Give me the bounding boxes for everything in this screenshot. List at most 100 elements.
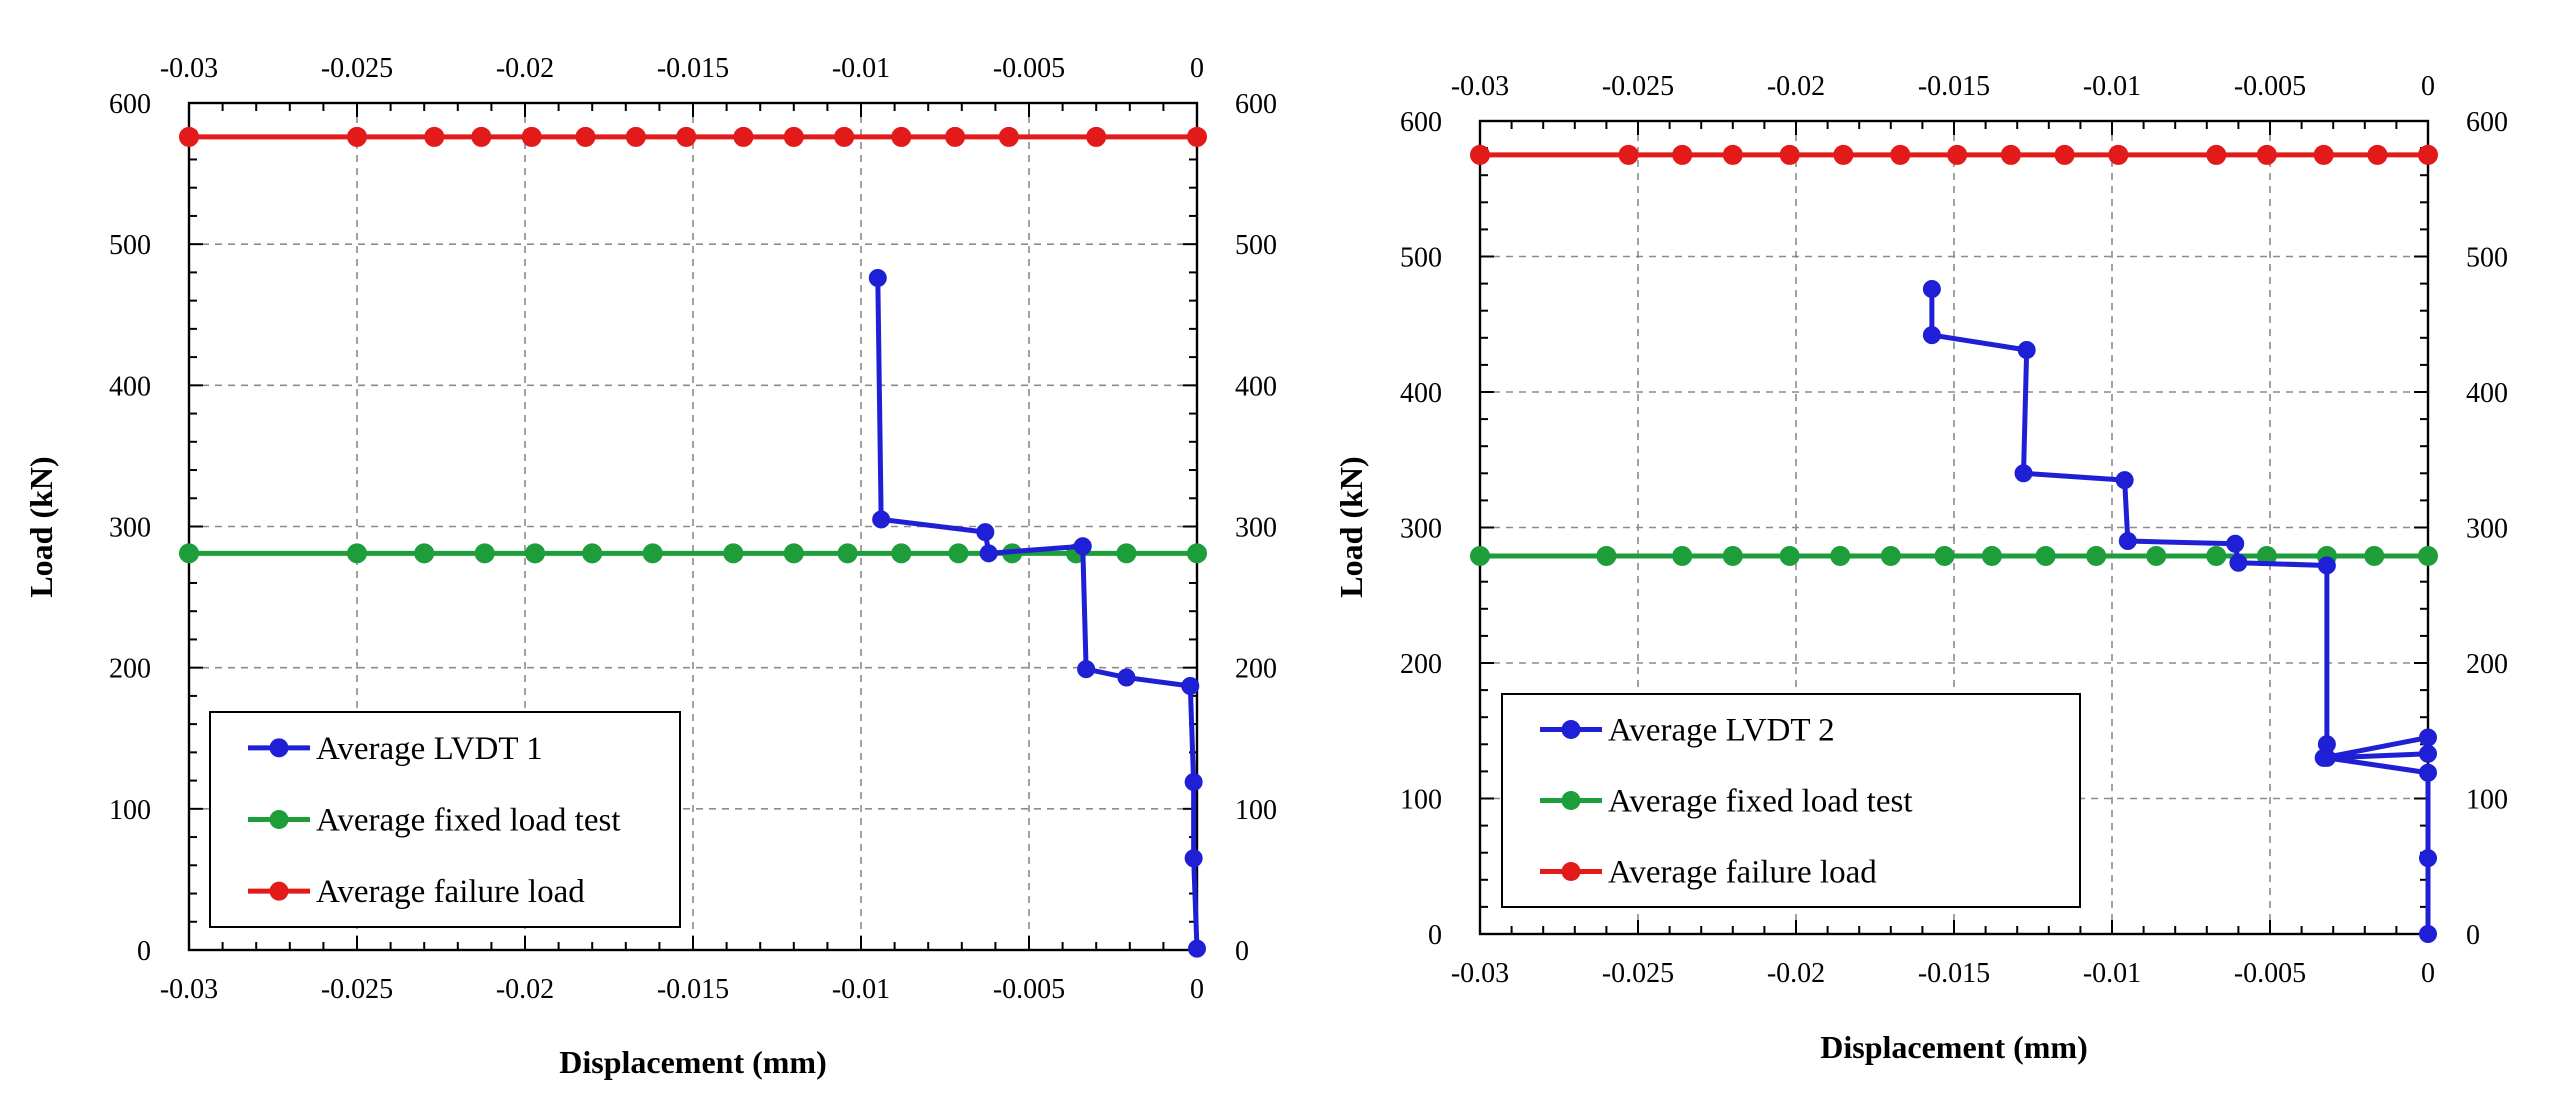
data-point xyxy=(1722,144,1743,165)
legend-swatch-marker xyxy=(1561,862,1581,881)
series-3 xyxy=(1470,144,2438,165)
y-tick-label-right: 200 xyxy=(1235,654,1277,685)
data-point xyxy=(347,543,367,564)
y-tick-label-left: 600 xyxy=(109,89,151,120)
data-point xyxy=(1922,326,1941,345)
data-point xyxy=(868,269,887,288)
data-point xyxy=(891,126,912,147)
data-point xyxy=(2418,545,2438,566)
data-point xyxy=(1187,126,1207,147)
y-tick-label-left: 400 xyxy=(109,371,151,402)
x-tick-label-bottom: 0 xyxy=(2421,958,2435,989)
data-point xyxy=(2364,545,2385,566)
x-tick-label-bottom: -0.02 xyxy=(496,974,554,1005)
chart-1: -0.03 -0.03 -0.025 -0.025 -0.02 -0.02 -0.015 -0… xyxy=(23,53,1277,1080)
data-point xyxy=(474,543,495,564)
x-tick-label-top: -0.01 xyxy=(2083,71,2141,102)
x-tick-label-top: -0.015 xyxy=(657,53,729,84)
data-point xyxy=(2206,144,2227,165)
y-tick-label-right: 500 xyxy=(1235,230,1277,261)
data-point xyxy=(347,126,367,147)
x-tick-label-top: -0.02 xyxy=(1767,71,1825,102)
data-point xyxy=(1981,545,2002,566)
data-point xyxy=(424,126,445,147)
legend-entry-label: Average fixed load test xyxy=(1608,784,1913,820)
legend-entry-label: Average failure load xyxy=(316,874,585,910)
chart-2: -0.03 -0.03 -0.025 -0.025 -0.02 -0.02 -0.015 -0… xyxy=(1333,71,2508,1065)
data-point xyxy=(998,126,1019,147)
data-point xyxy=(1618,144,1639,165)
data-point xyxy=(582,543,603,564)
data-point xyxy=(1116,543,1137,564)
data-point xyxy=(1672,545,1693,566)
x-axis-title: Displacement (mm) xyxy=(1820,1029,2087,1065)
x-tick-label-bottom: 0 xyxy=(1190,974,1204,1005)
y-axis-title: Load (kN) xyxy=(1333,456,1369,597)
data-point xyxy=(2054,144,2075,165)
data-point xyxy=(2419,925,2437,943)
data-point xyxy=(2086,545,2107,566)
series-1 xyxy=(1922,280,2437,943)
data-point xyxy=(2419,849,2437,868)
data-point xyxy=(1779,144,1800,165)
data-point xyxy=(1672,144,1693,165)
x-tick-label-top: 0 xyxy=(2421,71,2435,102)
data-point xyxy=(733,126,754,147)
series-1 xyxy=(868,269,1206,958)
data-point xyxy=(834,126,855,147)
y-tick-label-left: 300 xyxy=(1400,514,1442,545)
x-tick-label-top: -0.03 xyxy=(160,53,218,84)
legend: Average LVDT 2 Average fixed load test Ave… xyxy=(1501,693,2081,908)
y-tick-label-right: 0 xyxy=(2466,920,2480,951)
data-point xyxy=(521,126,542,147)
x-tick-label-bottom: -0.015 xyxy=(1918,958,1990,989)
legend-entry-label: Average LVDT 2 xyxy=(1608,713,1835,749)
x-tick-label-bottom: -0.03 xyxy=(1451,958,1509,989)
data-point xyxy=(1596,545,1617,566)
data-point xyxy=(1833,144,1854,165)
data-point xyxy=(979,544,998,563)
legend-swatch-marker xyxy=(1561,720,1581,739)
data-point xyxy=(2014,464,2033,483)
tick-labels: -0.03 -0.03 -0.025 -0.025 -0.02 -0.02 -0.015 -0… xyxy=(1400,71,2508,989)
x-tick-label-top: -0.005 xyxy=(2234,71,2306,102)
data-point xyxy=(945,126,966,147)
data-point xyxy=(2418,144,2438,165)
legend-swatch-marker xyxy=(269,738,289,758)
data-point xyxy=(1922,280,1941,299)
x-tick-label-bottom: -0.02 xyxy=(1767,958,1825,989)
data-point xyxy=(2146,545,2167,566)
x-tick-label-bottom: -0.025 xyxy=(1602,958,1674,989)
y-tick-label-left: 100 xyxy=(109,795,151,826)
data-point xyxy=(1470,144,1490,165)
y-tick-label-right: 400 xyxy=(2466,378,2508,409)
data-point xyxy=(837,543,858,564)
data-point xyxy=(2317,556,2336,575)
data-point xyxy=(1880,545,1901,566)
legend-entry-label: Average fixed load test xyxy=(316,803,621,839)
y-axis-title: Load (kN) xyxy=(23,456,59,597)
legend: Average LVDT 1 Average fixed load test Ave… xyxy=(209,711,681,928)
y-tick-label-left: 0 xyxy=(1428,920,1442,951)
x-tick-label-bottom: -0.005 xyxy=(993,974,1065,1005)
data-point xyxy=(1934,545,1955,566)
data-point xyxy=(2035,545,2056,566)
data-point xyxy=(642,543,663,564)
series-3 xyxy=(179,126,1207,147)
data-point xyxy=(525,543,546,564)
data-point xyxy=(723,543,744,564)
data-point xyxy=(2313,144,2334,165)
data-point xyxy=(1184,849,1203,868)
y-tick-label-left: 0 xyxy=(137,936,151,967)
data-point xyxy=(2226,534,2245,553)
data-point xyxy=(575,126,596,147)
y-tick-label-left: 200 xyxy=(109,654,151,685)
tick-labels: -0.03 -0.03 -0.025 -0.025 -0.02 -0.02 -0.015 -0… xyxy=(109,53,1277,1005)
data-point xyxy=(872,510,891,529)
data-point xyxy=(1086,126,1107,147)
series-line xyxy=(875,278,1200,949)
y-tick-label-right: 300 xyxy=(1235,513,1277,544)
data-point xyxy=(1722,545,1743,566)
